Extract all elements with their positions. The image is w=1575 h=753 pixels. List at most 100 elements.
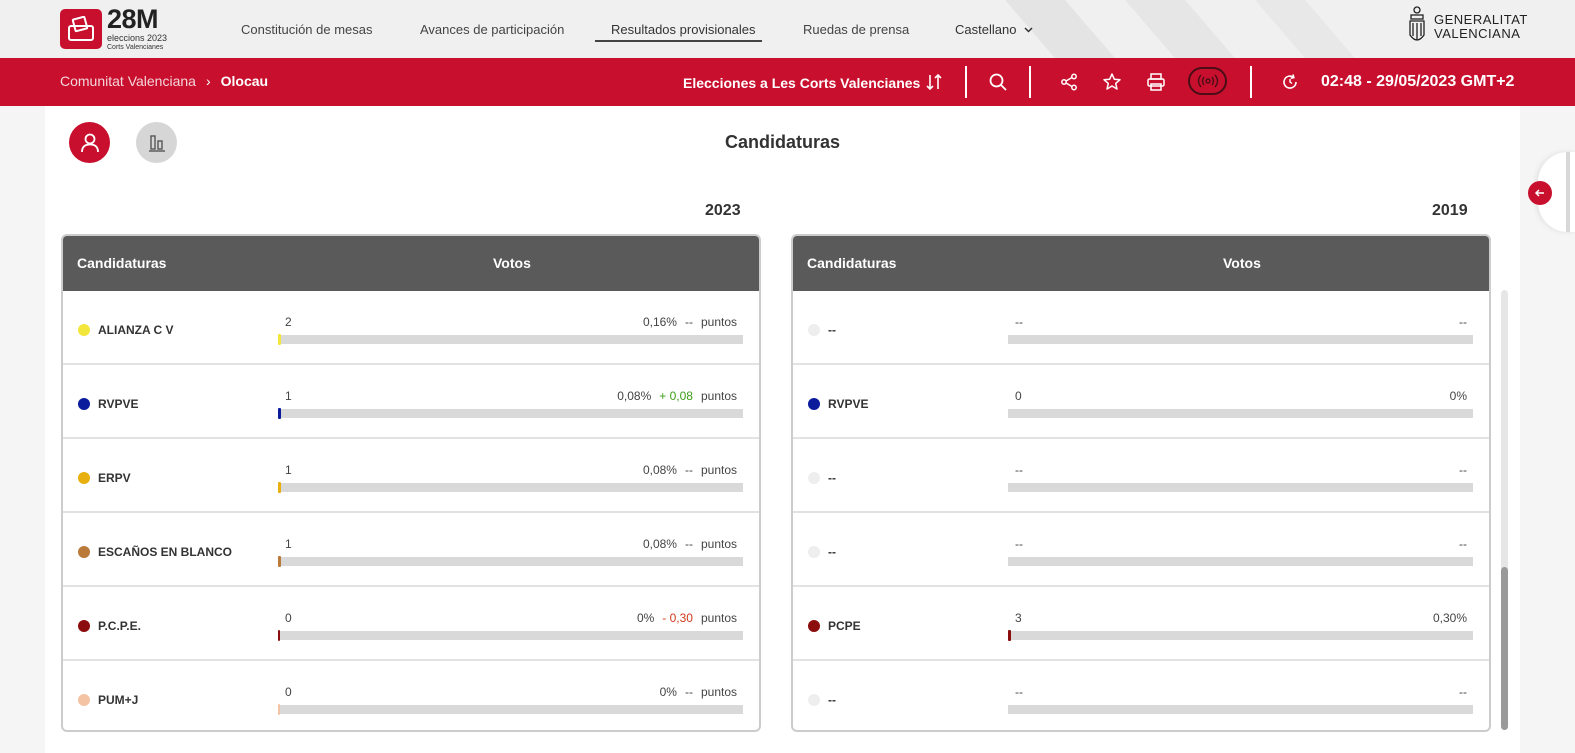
- side-scrollbar[interactable]: [1566, 152, 1570, 232]
- table-row[interactable]: RVPVE 1 0,08% + 0,08 puntos: [63, 365, 759, 439]
- header-candidaturas: Candidaturas: [77, 255, 167, 271]
- percentage-group: --: [1459, 685, 1467, 699]
- vote-bar-fill: [278, 334, 281, 345]
- nav-constitucion-mesas[interactable]: Constitución de mesas: [241, 22, 373, 37]
- breadcrumb-current: Olocau: [220, 73, 269, 89]
- elections-logo[interactable]: 28M eleccions 2023 Corts Valencianes: [60, 6, 167, 51]
- table-row[interactable]: -- -- --: [793, 513, 1489, 587]
- vote-count: --: [1015, 685, 1023, 699]
- star-icon[interactable]: [1100, 70, 1124, 94]
- percentage-group: 0,08% + 0,08 puntos: [617, 389, 737, 403]
- live-broadcast-button[interactable]: [1188, 67, 1227, 95]
- party-color-dot: [808, 472, 820, 484]
- vote-count: 3: [1015, 611, 1022, 625]
- table-row[interactable]: P.C.P.E. 0 0% - 0,30 puntos: [63, 587, 759, 661]
- coat-of-arms-icon: [1409, 6, 1425, 41]
- vote-bar-track: [1008, 409, 1473, 418]
- party-color-dot: [78, 398, 90, 410]
- update-timestamp: 02:48 - 29/05/2023 GMT+2: [1321, 73, 1515, 90]
- nav-resultados-provisionales[interactable]: Resultados provisionales: [611, 22, 756, 37]
- table-scrollbar[interactable]: [1501, 290, 1508, 730]
- party-color-dot: [78, 694, 90, 706]
- language-selector[interactable]: Castellano: [955, 22, 1033, 37]
- ballot-box-icon: [60, 8, 102, 49]
- points-suffix: puntos: [700, 537, 737, 551]
- vote-count: --: [1015, 463, 1023, 477]
- nav-avances-participacion[interactable]: Avances de participación: [420, 22, 565, 37]
- percentage-group: 0,08% -- puntos: [643, 537, 737, 551]
- percentage-group: --: [1459, 315, 1467, 329]
- vote-percentage: --: [1459, 537, 1467, 551]
- divider: [1250, 66, 1252, 98]
- generalitat-logo[interactable]: GENERALITAT VALENCIANA: [1408, 5, 1528, 49]
- vote-percentage: 0%: [636, 611, 655, 625]
- table-row[interactable]: PUM+J 0 0% -- puntos: [63, 661, 759, 730]
- table-row[interactable]: ESCAÑOS EN BLANCO 1 0,08% -- puntos: [63, 513, 759, 587]
- vote-bar-track: [278, 630, 743, 641]
- percentage-change: --: [684, 315, 693, 329]
- divider: [1029, 66, 1031, 98]
- scrollbar-thumb[interactable]: [1501, 567, 1508, 730]
- party-color-dot: [78, 324, 90, 336]
- percentage-change: --: [684, 685, 693, 699]
- side-panel-toggle[interactable]: [1528, 181, 1552, 205]
- vote-bar-track: [278, 408, 743, 419]
- logo-subtitle-2: Corts Valencianes: [107, 44, 164, 51]
- breadcrumb: Comunitat Valenciana › Olocau: [60, 73, 268, 89]
- percentage-group: 0,30%: [1433, 611, 1467, 625]
- table-row[interactable]: ERPV 1 0,08% -- puntos: [63, 439, 759, 513]
- points-suffix: puntos: [700, 389, 737, 403]
- party-name: RVPVE: [98, 397, 139, 411]
- party-name: ESCAÑOS EN BLANCO: [98, 545, 233, 559]
- nav-active-indicator: [595, 40, 762, 42]
- print-icon[interactable]: [1144, 70, 1168, 94]
- vote-percentage: 0,08%: [617, 389, 652, 403]
- vote-count: 2: [285, 315, 292, 329]
- context-bar: Comunitat Valenciana › Olocau Elecciones…: [0, 58, 1575, 106]
- points-suffix: puntos: [700, 315, 737, 329]
- percentage-group: 0% -- puntos: [660, 685, 737, 699]
- nav-ruedas-prensa[interactable]: Ruedas de prensa: [803, 22, 910, 37]
- party-name: --: [828, 693, 836, 707]
- vote-bar-fill: [278, 556, 281, 567]
- breadcrumb-separator: ›: [205, 73, 211, 89]
- table-header: Candidaturas Votos: [63, 236, 759, 291]
- party-name: PCPE: [828, 619, 861, 633]
- vote-count: 1: [285, 537, 292, 551]
- sort-arrows-icon[interactable]: [922, 70, 946, 94]
- party-color-dot: [78, 620, 90, 632]
- year-label-2023: 2023: [705, 202, 741, 219]
- percentage-group: 0,08% -- puntos: [643, 463, 737, 477]
- party-name: --: [828, 471, 836, 485]
- percentage-group: --: [1459, 463, 1467, 477]
- vote-bar-track: [1008, 557, 1473, 566]
- vote-bar-track: [278, 482, 743, 493]
- vote-bar-track: [278, 556, 743, 567]
- table-row[interactable]: -- -- --: [793, 439, 1489, 513]
- search-icon[interactable]: [986, 70, 1010, 94]
- history-icon[interactable]: [1278, 70, 1302, 94]
- year-label-2019: 2019: [1432, 202, 1468, 219]
- vote-bar-track: [278, 334, 743, 345]
- candidates-view-button[interactable]: [69, 122, 110, 163]
- election-title: Elecciones a Les Corts Valencianes: [683, 75, 921, 91]
- table-row[interactable]: -- -- --: [793, 291, 1489, 365]
- table-row[interactable]: RVPVE 0 0%: [793, 365, 1489, 439]
- results-table-2023: Candidaturas Votos ALIANZA C V 2 0,16% -- pu…: [61, 234, 761, 732]
- vote-bar-track: [1008, 705, 1473, 714]
- table-row[interactable]: ALIANZA C V 2 0,16% -- puntos: [63, 291, 759, 365]
- party-name: --: [828, 545, 836, 559]
- share-icon[interactable]: [1057, 70, 1081, 94]
- vote-percentage: 0,16%: [642, 315, 677, 329]
- percentage-change: - 0,30: [662, 611, 693, 625]
- breadcrumb-root[interactable]: Comunitat Valenciana: [60, 73, 196, 89]
- table-row[interactable]: PCPE 3 0,30%: [793, 587, 1489, 661]
- arrow-left-icon: [1534, 189, 1544, 197]
- table-row[interactable]: -- -- --: [793, 661, 1489, 730]
- chart-view-button[interactable]: [136, 122, 177, 163]
- vote-bar-fill: [278, 704, 280, 715]
- results-table-2019: Candidaturas Votos -- -- -- RVPVE 0 0% -- -- -- -…: [791, 234, 1491, 732]
- gva-line-1: GENERALITAT: [1434, 12, 1528, 27]
- chevron-down-icon: [1024, 26, 1033, 33]
- decorative-stripes: [1005, 0, 1355, 58]
